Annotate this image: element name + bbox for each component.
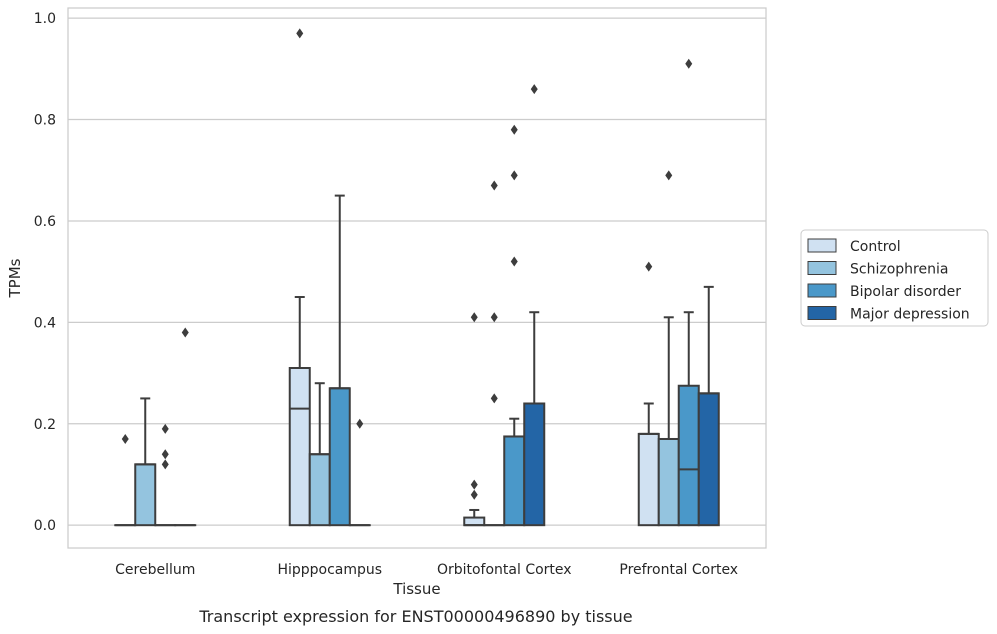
box xyxy=(308,453,331,527)
box-bipolar-disorder xyxy=(154,423,177,527)
outlier-point xyxy=(490,312,498,323)
box xyxy=(134,463,157,527)
legend: Control Schizophrenia Bipolar disorder Majo… xyxy=(800,229,989,327)
y-tick-label: 0.6 xyxy=(34,214,56,230)
box-schizophrenia xyxy=(483,180,506,527)
legend-label: Schizophrenia xyxy=(850,262,948,278)
legend-label: Bipolar disorder xyxy=(850,284,961,300)
box xyxy=(288,367,311,527)
box-bipolar-disorder xyxy=(677,58,700,527)
box-schizophrenia xyxy=(657,170,680,527)
box xyxy=(697,392,720,527)
x-tick-label: Hipppocampus xyxy=(277,562,382,578)
boxes xyxy=(114,28,720,527)
box-control xyxy=(114,433,137,527)
box xyxy=(328,387,351,527)
outlier-point xyxy=(161,449,169,460)
outlier-point xyxy=(296,28,304,39)
legend-swatch xyxy=(807,283,837,298)
box xyxy=(503,435,526,527)
box-major-depression xyxy=(697,285,720,527)
box-bipolar-disorder xyxy=(503,124,526,527)
outlier-point xyxy=(645,261,653,272)
box-major-depression xyxy=(523,84,546,527)
y-tick-label: 1.0 xyxy=(34,11,56,27)
outlier-point xyxy=(490,393,498,404)
legend-label: Major depression xyxy=(850,307,970,323)
outlier-point xyxy=(356,418,364,429)
box xyxy=(637,432,660,527)
box-major-depression xyxy=(174,327,197,527)
legend-swatch xyxy=(807,306,837,320)
box-control xyxy=(637,261,660,527)
y-tick-label: 0.8 xyxy=(34,113,56,129)
outlier-point xyxy=(685,58,693,69)
y-tick-label: 0.0 xyxy=(34,518,56,534)
box xyxy=(677,384,700,527)
y-axis-ticks: 0.0 0.2 0.4 0.6 0.8 1.0 xyxy=(34,11,56,534)
x-tick-label: Prefrontal Cortex xyxy=(619,562,738,578)
box xyxy=(523,402,546,527)
box-schizophrenia xyxy=(134,397,157,527)
box-major-depression xyxy=(348,418,371,527)
outlier-point xyxy=(665,170,673,181)
box-control xyxy=(463,312,486,527)
outlier-point xyxy=(470,479,478,490)
outlier-point xyxy=(181,327,189,338)
outlier-point xyxy=(510,256,518,267)
x-axis-ticks: Cerebellum Hipppocampus Orbitofontal Corte… xyxy=(115,562,738,578)
outlier-point xyxy=(530,84,538,95)
x-tick-label: Cerebellum xyxy=(115,562,195,578)
box-schizophrenia xyxy=(308,382,331,527)
chart-caption: Transcript expression for ENST0000049689… xyxy=(198,607,632,626)
x-tick-label: Orbitofontal Cortex xyxy=(437,562,572,578)
legend-label: Control xyxy=(850,239,901,255)
legend-swatch xyxy=(807,238,837,253)
legend-swatch xyxy=(807,261,837,275)
outlier-point xyxy=(510,170,518,181)
plot-frame xyxy=(67,7,767,549)
outlier-point xyxy=(490,180,498,191)
x-axis-label: Tissue xyxy=(392,580,440,598)
outlier-point xyxy=(510,124,518,135)
legend-frame xyxy=(800,229,989,327)
box-control xyxy=(288,28,311,527)
outlier-point xyxy=(161,423,169,434)
outlier-point xyxy=(470,489,478,500)
outlier-point xyxy=(161,459,169,470)
box xyxy=(657,437,680,527)
y-tick-label: 0.4 xyxy=(34,315,56,331)
y-tick-label: 0.2 xyxy=(34,417,56,433)
box-bipolar-disorder xyxy=(328,194,351,527)
box xyxy=(463,516,486,527)
outlier-point xyxy=(121,433,129,444)
outlier-point xyxy=(470,312,478,323)
y-axis-label: TPMs xyxy=(6,258,24,298)
